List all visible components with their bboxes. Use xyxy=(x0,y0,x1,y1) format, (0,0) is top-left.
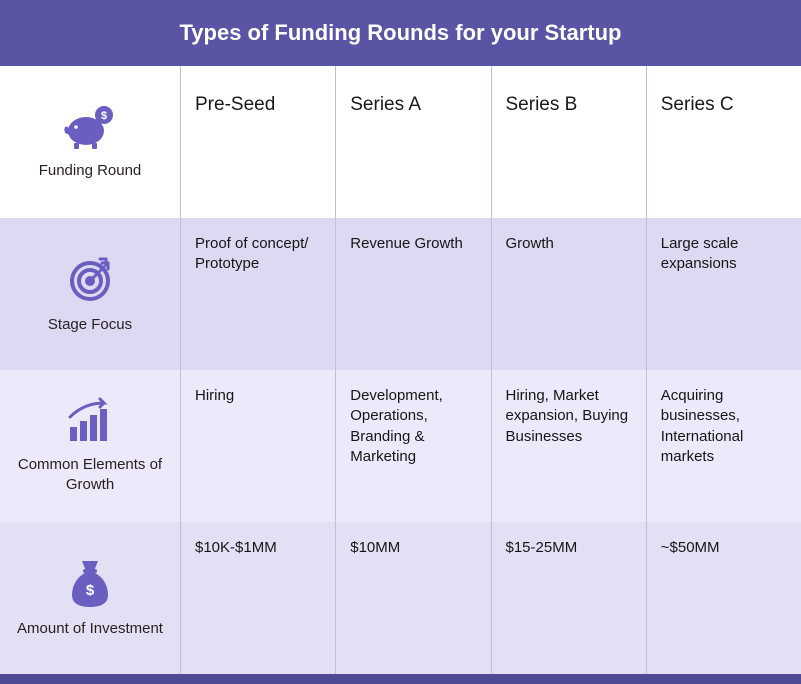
row-label-text: Amount of Investment xyxy=(17,619,163,639)
cell-series-c-amount: ~$50MM xyxy=(646,522,801,674)
cell-text: $15-25MM xyxy=(506,538,578,558)
cell-pre-seed-amount: $10K-$1MM xyxy=(180,522,335,674)
row-label-amount: $ Amount of Investment xyxy=(0,522,180,674)
cell-text: $10K-$1MM xyxy=(195,538,277,558)
row-label-stage-focus: Stage Focus xyxy=(0,218,180,370)
row-label-text: Funding Round xyxy=(39,161,142,181)
cell-series-a-name: Series A xyxy=(335,66,490,218)
column-header: Series A xyxy=(350,92,421,118)
cell-text: ~$50MM xyxy=(661,538,720,558)
cell-series-a-amount: $10MM xyxy=(335,522,490,674)
funding-table: $ Funding Round Pre-Seed Series A Series… xyxy=(0,66,801,674)
cell-series-b-growth: Hiring, Market expansion, Buying Busines… xyxy=(491,370,646,522)
growth-chart-icon xyxy=(64,397,116,445)
page-title: Types of Funding Rounds for your Startup xyxy=(0,0,801,66)
row-label-text: Stage Focus xyxy=(48,315,132,335)
row-label-text: Common Elements of Growth xyxy=(14,455,166,496)
cell-text: Revenue Growth xyxy=(350,234,463,254)
cell-series-b-name: Series B xyxy=(491,66,646,218)
svg-text:$: $ xyxy=(86,582,95,599)
cell-series-c-name: Series C xyxy=(646,66,801,218)
row-label-growth: Common Elements of Growth xyxy=(0,370,180,522)
target-icon xyxy=(64,253,116,305)
column-header: Series B xyxy=(506,92,578,118)
cell-series-a-stage: Revenue Growth xyxy=(335,218,490,370)
cell-text: $10MM xyxy=(350,538,400,558)
column-header: Series C xyxy=(661,92,734,118)
cell-pre-seed-growth: Hiring xyxy=(180,370,335,522)
cell-series-b-stage: Growth xyxy=(491,218,646,370)
cell-text: Hiring, Market expansion, Buying Busines… xyxy=(506,386,632,447)
cell-series-c-growth: Acquiring businesses, International mark… xyxy=(646,370,801,522)
money-bag-icon: $ xyxy=(68,557,112,609)
piggy-bank-icon: $ xyxy=(62,103,118,151)
cell-series-c-stage: Large scale expansions xyxy=(646,218,801,370)
cell-text: Hiring xyxy=(195,386,234,406)
row-label-funding-round: $ Funding Round xyxy=(0,66,180,218)
cell-pre-seed-stage: Proof of concept/ Prototype xyxy=(180,218,335,370)
svg-text:$: $ xyxy=(101,110,107,122)
cell-series-a-growth: Development, Operations, Branding & Mark… xyxy=(335,370,490,522)
cell-text: Acquiring businesses, International mark… xyxy=(661,386,787,467)
cell-text: Proof of concept/ Prototype xyxy=(195,234,321,275)
cell-series-b-amount: $15-25MM xyxy=(491,522,646,674)
cell-text: Large scale expansions xyxy=(661,234,787,275)
column-header: Pre-Seed xyxy=(195,92,275,118)
cell-text: Growth xyxy=(506,234,554,254)
footer-accent-bar xyxy=(0,674,801,684)
cell-pre-seed-name: Pre-Seed xyxy=(180,66,335,218)
cell-text: Development, Operations, Branding & Mark… xyxy=(350,386,476,467)
